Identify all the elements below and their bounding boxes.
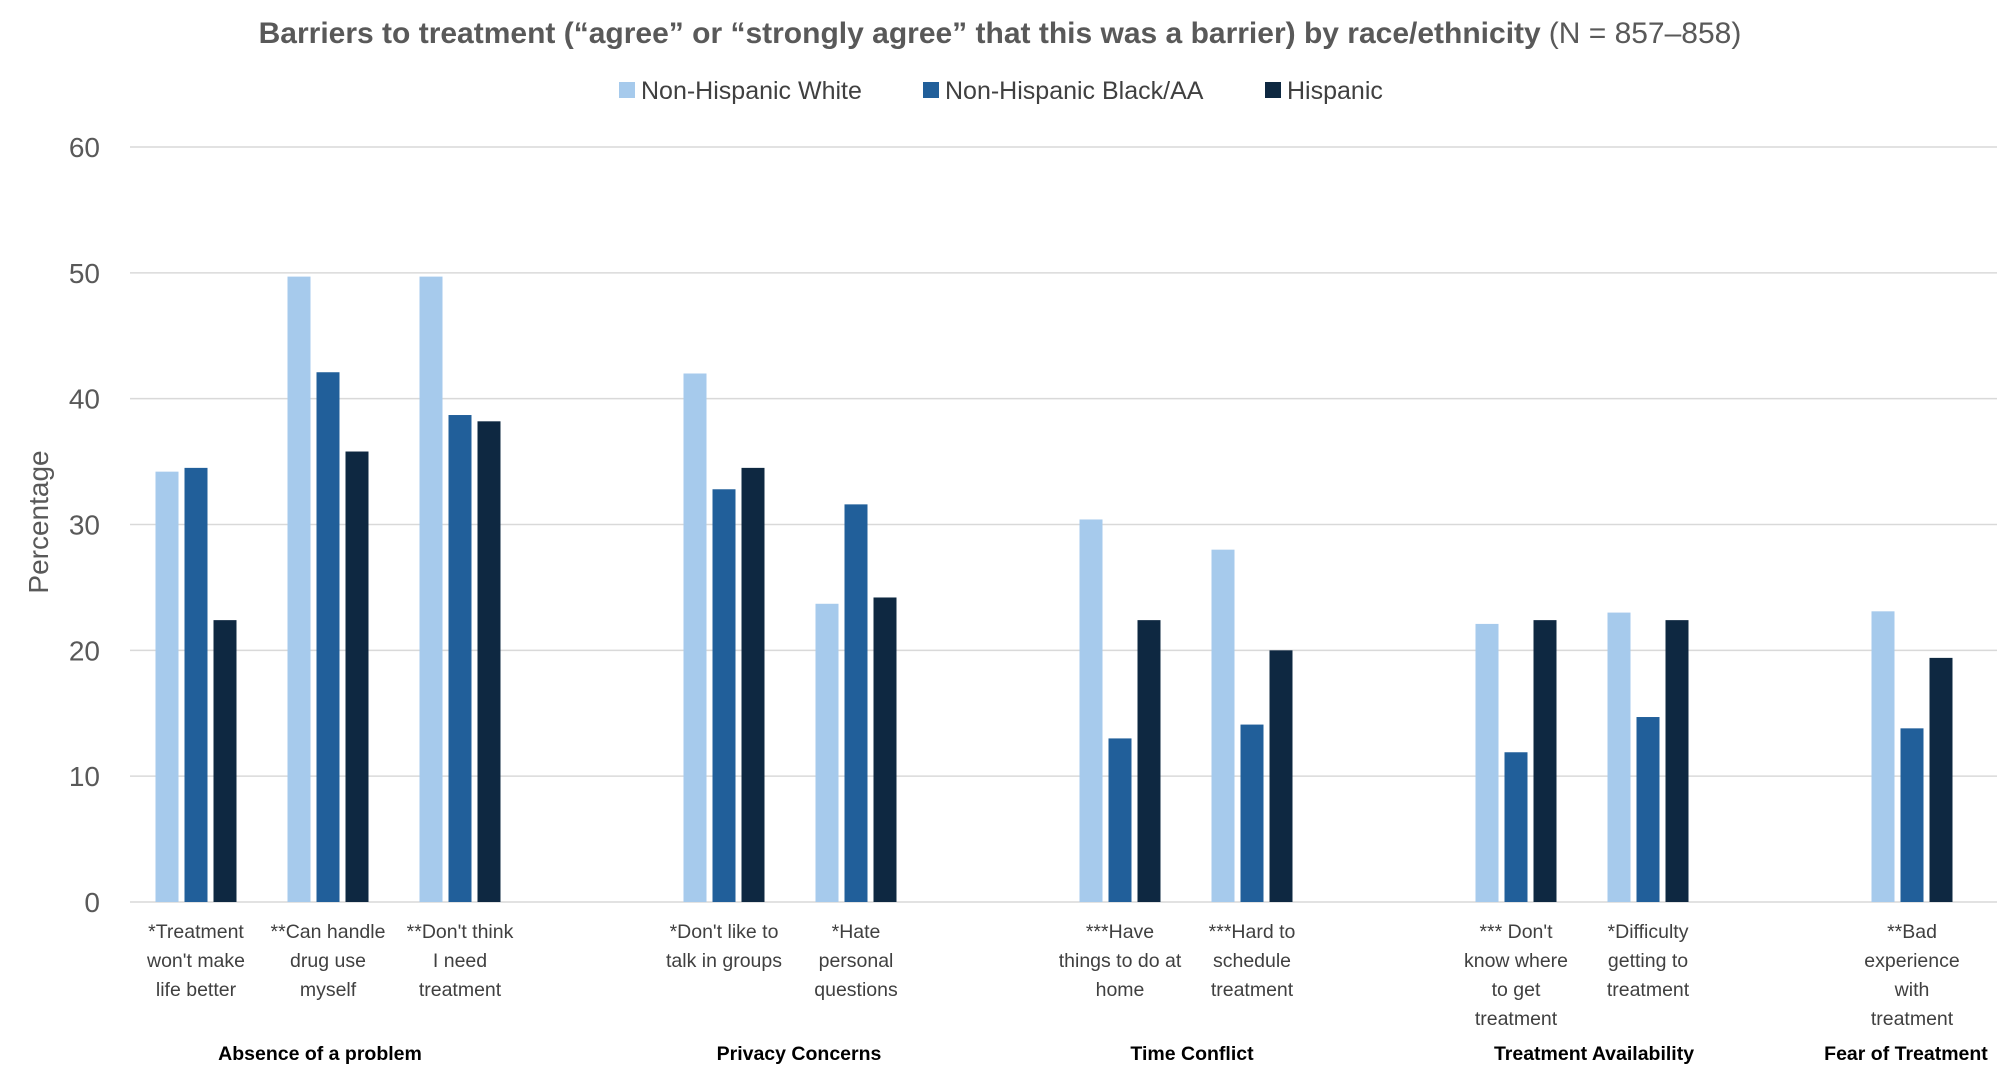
- bar: [1211, 549, 1235, 902]
- y-tick-label: 60: [69, 132, 100, 163]
- bar: [1900, 728, 1924, 902]
- chart-title: Barriers to treatment (“agree” or “stron…: [259, 17, 1742, 50]
- chart-title-main: Barriers to treatment (“agree” or “stron…: [259, 17, 1541, 50]
- group-label: Absence of a problem: [218, 1043, 422, 1065]
- x-tick-label: *Don't like to talk in groups: [666, 921, 782, 972]
- series-1: [184, 372, 1924, 902]
- x-tick-label: ***Have things to do at home: [1059, 921, 1182, 1001]
- bar: [316, 372, 340, 902]
- bar: [287, 276, 311, 902]
- series-0: [155, 276, 1895, 902]
- bar: [448, 415, 472, 902]
- bar: [1475, 623, 1499, 902]
- bar: [1665, 620, 1689, 902]
- x-tick-label: *Treatment won't make life better: [146, 921, 245, 1001]
- y-axis-ticks: 0 10 20 30 40 50 60: [69, 132, 100, 918]
- bar: [844, 504, 868, 902]
- group-label: Treatment Availability: [1494, 1043, 1694, 1065]
- y-tick-label: 20: [69, 635, 100, 666]
- x-tick-label: **Don't think I need treatment: [407, 921, 514, 1001]
- bar: [1079, 519, 1103, 902]
- bar: [741, 467, 765, 902]
- legend-item: Non-Hispanic White: [619, 77, 862, 105]
- x-tick-label: *** Don't know where to get treatment: [1464, 921, 1568, 1030]
- category-labels: *Treatment won't make life better **Can han…: [146, 921, 1960, 1030]
- group-labels: Absence of a problem Privacy Concerns Time…: [218, 1043, 1988, 1065]
- legend-swatch: [923, 82, 939, 98]
- bar: [1137, 620, 1161, 902]
- y-tick-label: 30: [69, 510, 100, 541]
- x-tick-label: **Can handle drug use myself: [271, 921, 386, 1001]
- bar: [712, 489, 736, 902]
- legend: Non-Hispanic White Non-Hispanic Black/AA H…: [619, 77, 1383, 105]
- bar: [1607, 612, 1631, 902]
- bar: [1240, 724, 1264, 902]
- x-tick-label: ***Hard to schedule treatment: [1209, 921, 1296, 1001]
- bar: [1871, 611, 1895, 902]
- group-label: Fear of Treatment: [1824, 1043, 1988, 1065]
- bars: [155, 276, 1953, 902]
- y-tick-label: 50: [69, 258, 100, 289]
- y-tick-label: 0: [84, 887, 100, 918]
- bar: [1929, 657, 1953, 902]
- y-tick-label: 10: [69, 761, 100, 792]
- x-tick-label: *Hate personal questions: [814, 921, 898, 1001]
- x-tick-label: **Bad experience with treatment: [1864, 921, 1959, 1030]
- bar: [1533, 620, 1557, 902]
- legend-label: Non-Hispanic White: [641, 77, 862, 105]
- group-label: Time Conflict: [1130, 1043, 1254, 1065]
- bar: [345, 451, 369, 902]
- legend-item: Hispanic: [1265, 77, 1383, 105]
- bar: [477, 421, 501, 902]
- y-tick-label: 40: [69, 384, 100, 415]
- bar: [419, 276, 443, 902]
- y-axis-label: Percentage: [23, 450, 54, 593]
- bar: [873, 597, 897, 902]
- bar: [1269, 650, 1293, 902]
- bar: [184, 467, 208, 902]
- bar: [1636, 717, 1660, 902]
- legend-label: Hispanic: [1287, 77, 1383, 105]
- bar: [155, 471, 179, 902]
- legend-swatch: [1265, 82, 1281, 98]
- bar: [1108, 738, 1132, 902]
- bar: [815, 603, 839, 902]
- series-2: [213, 421, 1953, 902]
- gridlines: [130, 146, 1997, 903]
- legend-swatch: [619, 82, 635, 98]
- bar: [1504, 752, 1528, 902]
- bar: [213, 620, 237, 902]
- legend-label: Non-Hispanic Black/AA: [945, 77, 1204, 105]
- chart-title-sub: (N = 857–858): [1549, 17, 1742, 50]
- group-label: Privacy Concerns: [717, 1043, 882, 1065]
- bar: [683, 373, 707, 902]
- x-tick-label: *Difficulty getting to treatment: [1607, 921, 1690, 1001]
- legend-item: Non-Hispanic Black/AA: [923, 77, 1204, 105]
